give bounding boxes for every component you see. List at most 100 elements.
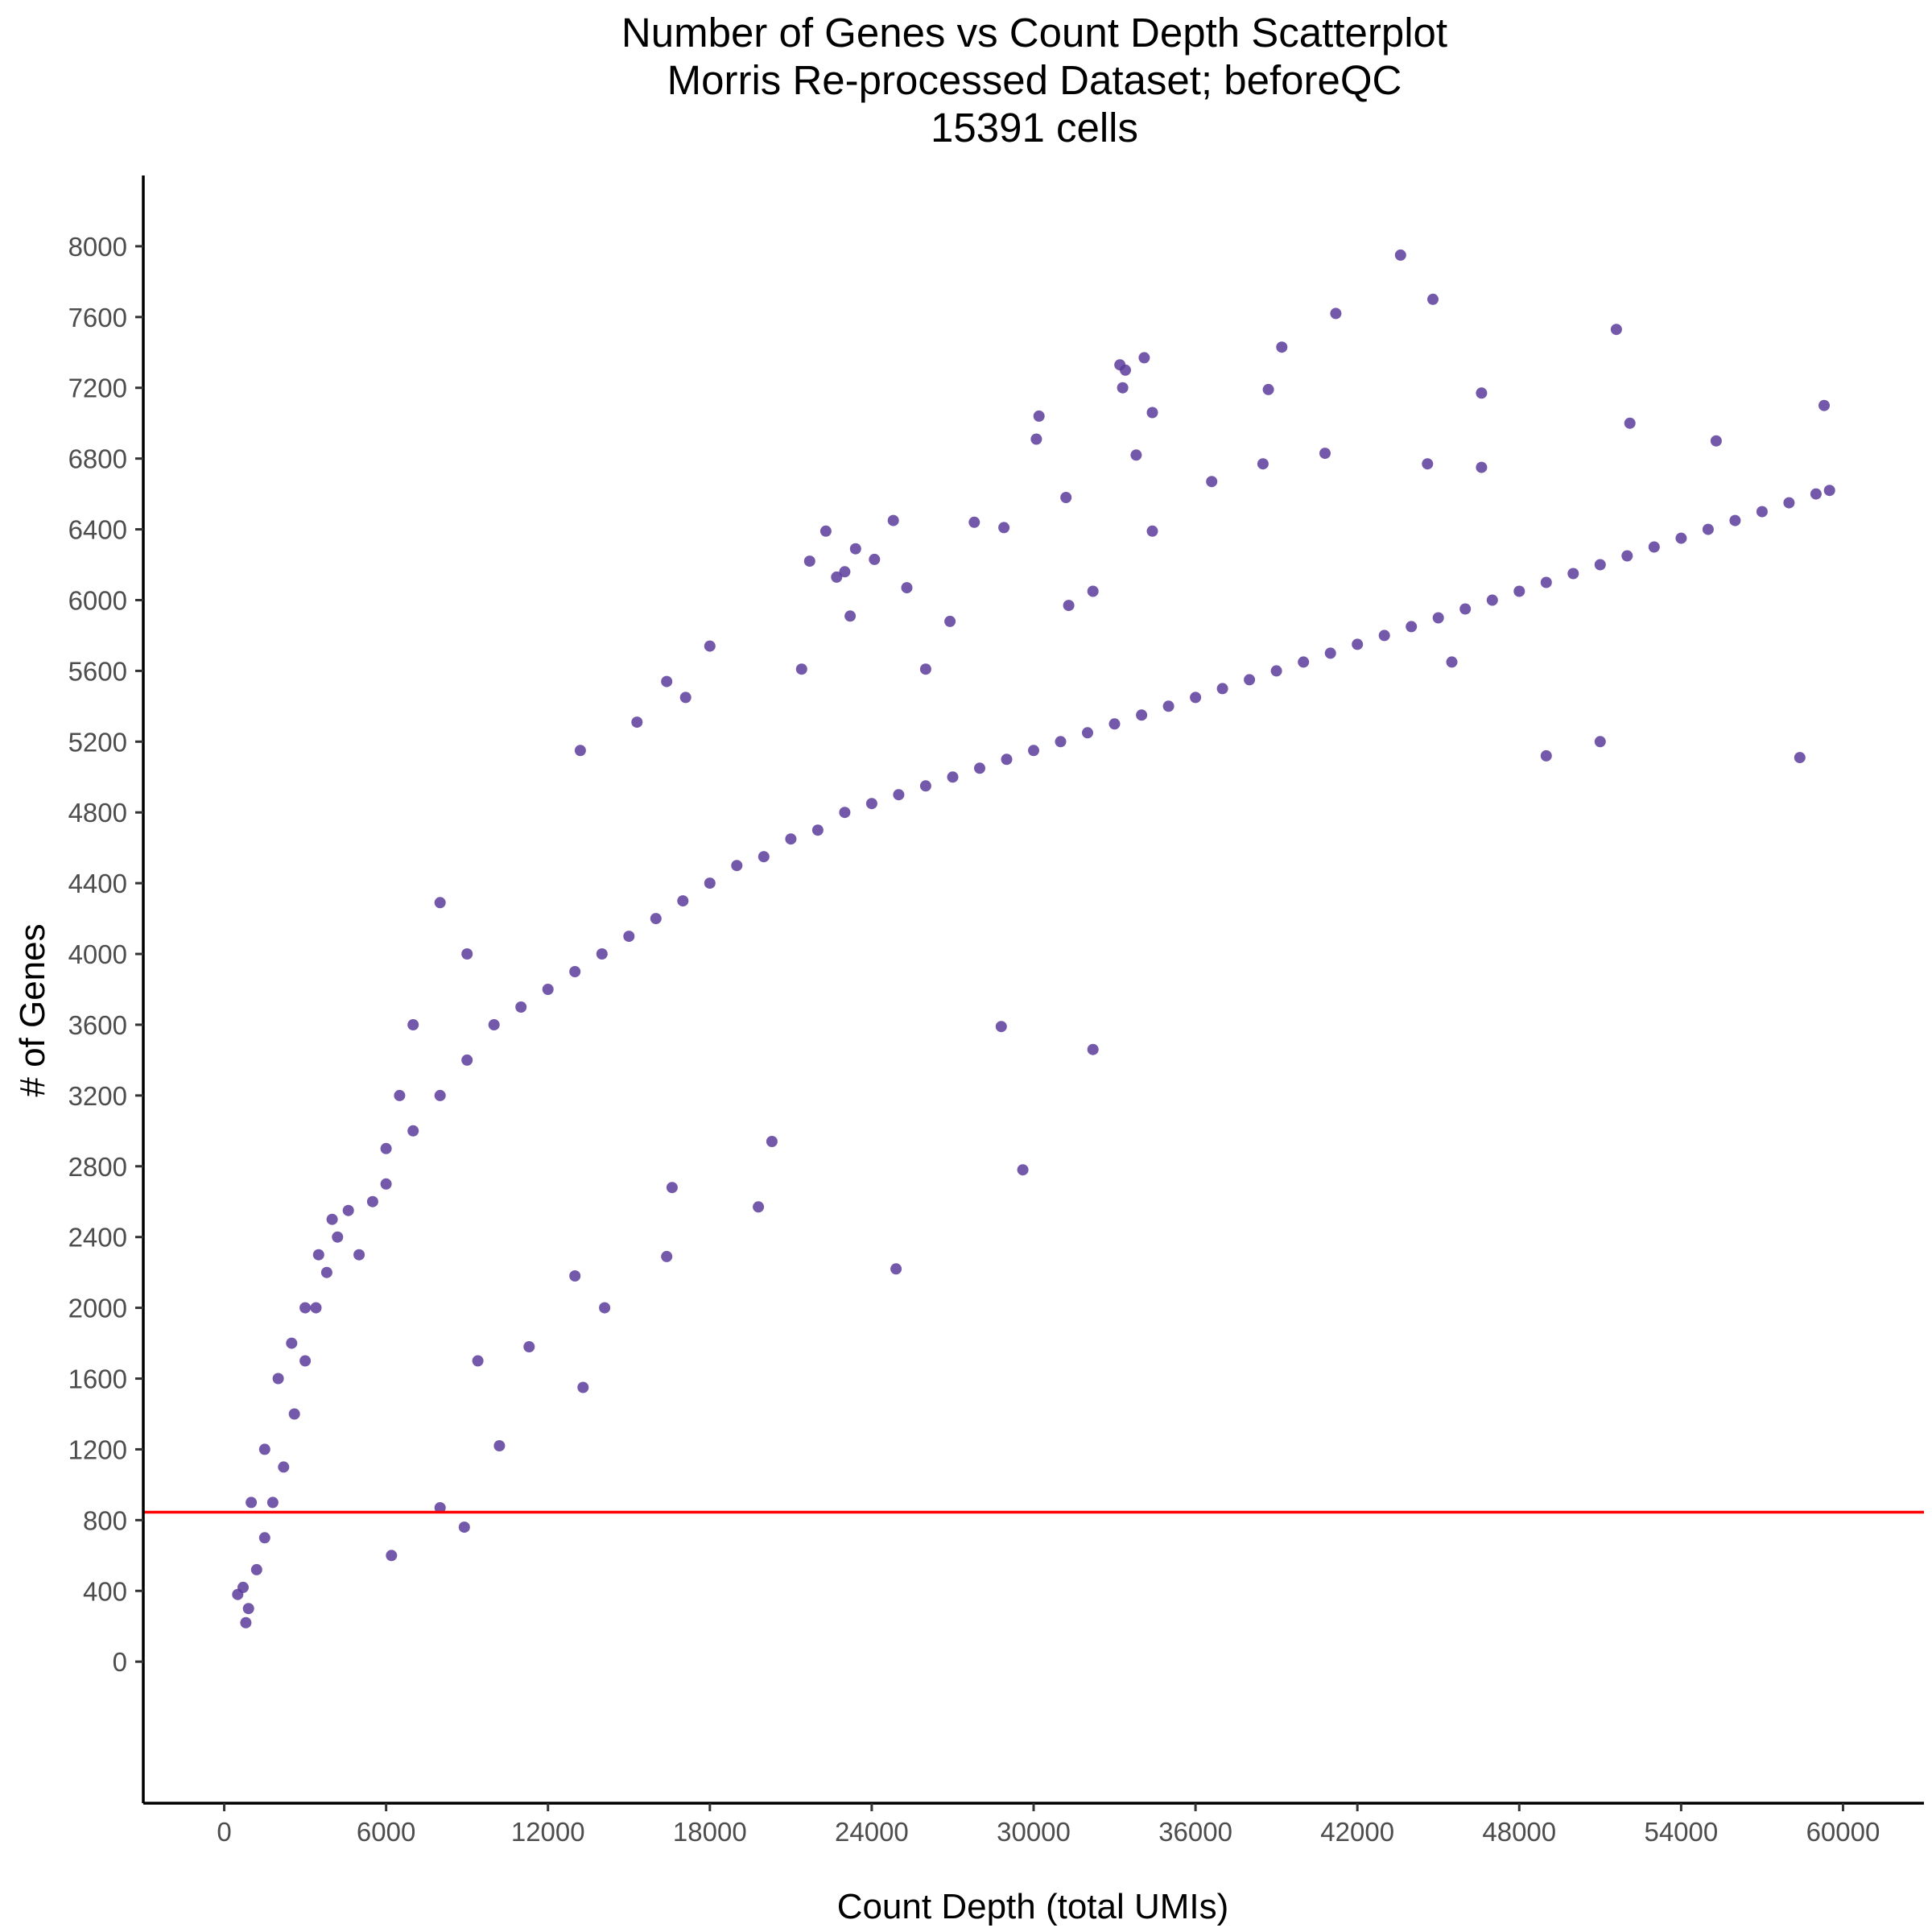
data-point (1513, 585, 1525, 597)
data-point (1486, 594, 1498, 606)
data-point (1190, 691, 1202, 704)
y-axis-title: # of Genes (13, 923, 52, 1096)
data-point (272, 1373, 284, 1385)
data-point (353, 1249, 365, 1261)
y-tick-label: 4400 (68, 869, 127, 898)
data-point (1378, 630, 1390, 642)
y-tick-label: 2000 (68, 1294, 127, 1323)
data-point (1540, 749, 1552, 762)
y-tick-label: 6000 (68, 585, 127, 615)
y-tick-label: 2400 (68, 1223, 127, 1253)
y-tick-label: 5600 (68, 656, 127, 686)
data-point (1146, 525, 1158, 537)
data-point (1063, 600, 1075, 612)
data-point (844, 610, 857, 622)
data-point (666, 1182, 678, 1194)
data-point (1030, 433, 1042, 445)
data-point (766, 1136, 778, 1147)
data-point (258, 1532, 270, 1544)
x-tick-label: 36000 (1158, 1817, 1232, 1847)
data-point (679, 691, 691, 704)
data-point (1060, 492, 1072, 503)
data-point (1017, 1164, 1029, 1176)
x-tick-label: 18000 (673, 1817, 747, 1847)
y-axis-ticks: 0 400 800 1200 1600 2000 2400 2800 3200 3600 4000 4… (68, 232, 143, 1677)
data-point (1117, 382, 1129, 394)
y-tick-label: 6400 (68, 515, 127, 545)
data-point (286, 1337, 298, 1349)
data-point (472, 1355, 484, 1367)
x-tick-label: 30000 (997, 1817, 1071, 1847)
data-point (574, 745, 586, 757)
y-tick-label: 800 (83, 1505, 127, 1535)
data-point (1540, 576, 1552, 588)
data-point (1794, 752, 1806, 764)
data-point (1810, 488, 1822, 500)
data-point (974, 762, 985, 774)
y-tick-label: 1200 (68, 1435, 127, 1464)
data-point (677, 895, 689, 907)
x-tick-label: 60000 (1806, 1817, 1880, 1847)
data-point (995, 1021, 1007, 1033)
data-point (968, 516, 980, 528)
data-point (1621, 550, 1633, 562)
data-point (493, 1440, 506, 1451)
data-point (488, 1019, 500, 1030)
data-point (1330, 308, 1342, 320)
chart-title-line-2: Morris Re-processed Dataset; beforeQC (667, 57, 1402, 103)
data-point (947, 771, 959, 783)
data-point (650, 913, 662, 925)
data-point (1594, 559, 1606, 571)
data-point (1756, 506, 1768, 518)
x-tick-label: 24000 (835, 1817, 909, 1847)
data-point (1567, 568, 1579, 580)
data-point (1033, 410, 1045, 422)
data-point (380, 1178, 392, 1190)
data-point (386, 1550, 398, 1562)
data-point (1108, 718, 1121, 730)
data-point (1055, 736, 1067, 748)
data-point (919, 663, 931, 675)
data-point (278, 1461, 290, 1473)
data-point (1298, 656, 1310, 668)
data-point (819, 525, 832, 537)
data-point (569, 966, 581, 977)
y-tick-label: 4000 (68, 939, 127, 969)
data-point (288, 1408, 300, 1420)
data-point (1120, 364, 1131, 376)
data-point (865, 798, 877, 810)
data-point (704, 640, 716, 652)
data-point (839, 807, 851, 819)
data-point (1162, 700, 1174, 712)
chart-title-line-3: 15391 cells (931, 105, 1138, 151)
data-point (661, 1250, 673, 1262)
data-point (1001, 753, 1013, 766)
data-point (407, 1125, 419, 1137)
data-point (394, 1089, 406, 1101)
chart-title: Number of Genes vs Count Depth Scatterpl… (621, 10, 1447, 151)
y-tick-label: 7200 (68, 374, 127, 403)
data-point (1476, 461, 1488, 473)
data-point (1270, 665, 1282, 677)
data-point (1394, 249, 1406, 261)
data-point (1406, 621, 1418, 633)
data-point (1624, 417, 1636, 429)
data-point (515, 1001, 527, 1013)
data-point (599, 1302, 611, 1314)
y-tick-label: 5200 (68, 727, 127, 757)
data-point (407, 1019, 419, 1030)
data-point (596, 948, 608, 960)
data-point (434, 1502, 446, 1513)
data-point (1136, 709, 1148, 721)
data-point (310, 1302, 322, 1314)
data-point (758, 851, 770, 863)
data-point (1276, 341, 1288, 353)
x-tick-label: 0 (217, 1817, 231, 1847)
data-point (1648, 541, 1660, 553)
data-point (366, 1195, 378, 1208)
data-point (795, 663, 807, 675)
data-point (1459, 603, 1472, 615)
data-point (523, 1341, 535, 1352)
data-point (623, 931, 635, 943)
